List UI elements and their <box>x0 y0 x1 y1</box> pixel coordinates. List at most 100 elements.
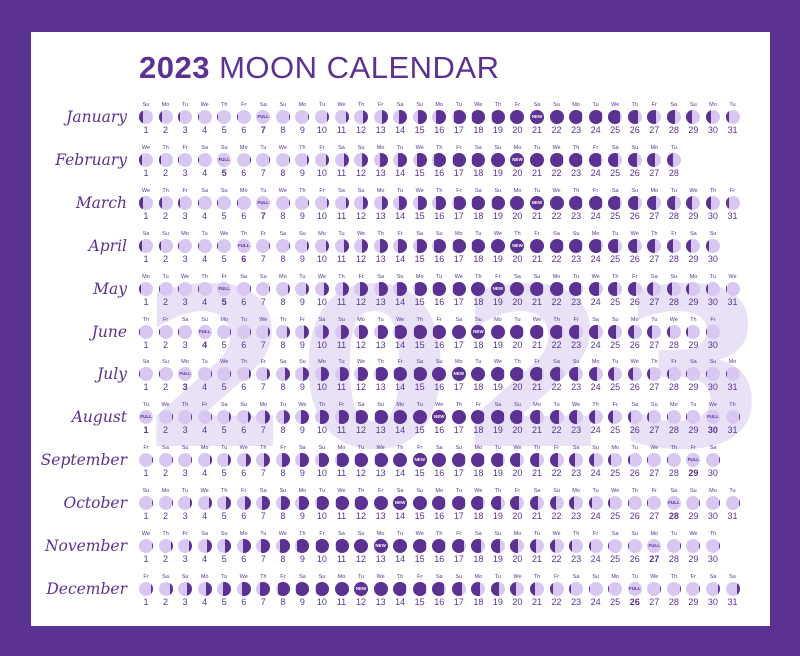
moon-shadow <box>269 152 271 167</box>
day-number: 11 <box>336 253 347 264</box>
moon-shadow <box>326 110 329 124</box>
weekday-label: Tu <box>612 359 619 366</box>
moon-shadow <box>319 410 329 425</box>
weekday-label: Mo <box>591 230 600 237</box>
moon-shadow <box>343 152 349 167</box>
weekday-label: Fr <box>632 273 638 280</box>
moon-shadow <box>549 238 563 253</box>
day-number: 16 <box>434 167 445 178</box>
moon-shadow <box>283 410 290 425</box>
moon-shadow <box>569 281 582 296</box>
moon-shadow <box>210 367 212 382</box>
moon-phase-icon <box>236 324 251 339</box>
moon-phase-icon <box>139 581 153 596</box>
moon-shadow <box>686 195 693 210</box>
moon-shadow <box>300 453 310 468</box>
weekday-label: We <box>572 402 581 409</box>
moon-shadow <box>433 281 447 296</box>
weekday-label: Mo <box>611 445 619 452</box>
moon-phase-icon <box>705 110 720 124</box>
moon-phase-icon <box>139 195 153 210</box>
weekday-label: Sa <box>396 102 404 108</box>
day-number: 18 <box>473 167 484 178</box>
moon-shadow <box>267 367 271 382</box>
weekday-label: Fr <box>182 187 188 194</box>
moon-shadow <box>608 324 617 339</box>
moon-phase-icon <box>490 152 505 167</box>
weekday-label: We <box>474 488 483 495</box>
moon-shadow <box>269 281 271 296</box>
moon-phase-icon <box>471 238 486 253</box>
moon-shadow <box>569 152 583 167</box>
moon-phase-icon <box>197 496 212 511</box>
month-name-june: June <box>91 322 127 341</box>
moon-phase-icon <box>588 110 603 124</box>
moon-phase-icon <box>647 195 662 210</box>
weekday-label: We <box>200 102 209 108</box>
moon-shadow <box>705 238 709 253</box>
weekday-label: We <box>220 359 229 366</box>
moon-shadow <box>666 367 669 382</box>
weekday-label: Mo <box>161 102 170 108</box>
moon-shadow <box>647 410 650 425</box>
day-number: 6 <box>241 596 247 607</box>
day-number: 15 <box>414 253 425 264</box>
weekday-label: Th <box>162 531 169 537</box>
full-moon-icon: FULL <box>705 410 720 425</box>
moon-phase-icon <box>510 110 525 124</box>
day-number: 22 <box>551 468 562 479</box>
moon-phase-icon <box>588 581 603 596</box>
day-number: 22 <box>551 210 562 221</box>
day-number: 17 <box>453 253 464 264</box>
moon-shadow <box>549 539 555 553</box>
day-number: 17 <box>453 339 464 350</box>
day-number: 8 <box>280 425 286 436</box>
day-number: 28 <box>668 468 679 479</box>
weekday-label: Sa <box>162 573 169 580</box>
weekday-label: Sa <box>299 445 306 452</box>
day-number: 18 <box>473 296 484 307</box>
day-number: 5 <box>221 468 227 479</box>
day-number: 19 <box>492 210 503 221</box>
moon-shadow <box>308 195 310 210</box>
weekday-label: Su <box>220 144 228 151</box>
day-number: 27 <box>649 554 660 564</box>
day-number: 26 <box>629 382 640 393</box>
moon-shadow <box>281 453 290 468</box>
day-number: 26 <box>629 125 640 135</box>
weekday-label: Sa <box>455 316 463 323</box>
weekday-label: Tu <box>260 531 267 537</box>
weekday-label: Tu <box>494 445 501 452</box>
day-number: 1 <box>143 253 149 264</box>
moon-phase-icon <box>490 539 505 553</box>
moon-phase-icon <box>393 324 408 339</box>
moon-shadow <box>490 581 499 596</box>
moon-shadow <box>549 281 563 296</box>
moon-shadow <box>627 367 633 382</box>
moon-phase-icon <box>178 581 193 596</box>
moon-phase-icon <box>510 324 525 339</box>
weekday-label: Mo <box>376 531 385 537</box>
moon-phase-icon <box>666 152 681 167</box>
day-number: 23 <box>571 210 582 221</box>
day-number: 21 <box>531 554 542 564</box>
moon-phase-icon <box>471 281 486 296</box>
weekday-label: Tu <box>260 144 267 151</box>
moon-phase-icon <box>354 453 369 468</box>
weekday-label: Sa <box>142 359 150 366</box>
new-moon-icon: NEW <box>490 281 505 296</box>
moon-phase-icon <box>393 367 408 382</box>
day-number: 27 <box>649 511 660 522</box>
moon-phase-icon <box>334 539 349 553</box>
moon-shadow <box>736 581 740 596</box>
moon-phase-icon <box>627 110 642 124</box>
weekday-label: Su <box>240 402 248 409</box>
month-name-september: September <box>40 451 127 470</box>
weekday-label: Tu <box>651 316 658 323</box>
moon-shadow <box>170 539 173 553</box>
day-number: 18 <box>473 554 484 564</box>
moon-phase-icon <box>451 238 466 253</box>
day-number: 30 <box>707 511 718 522</box>
weekday-label: Th <box>240 230 247 237</box>
full-moon-label: FULL <box>648 543 661 548</box>
